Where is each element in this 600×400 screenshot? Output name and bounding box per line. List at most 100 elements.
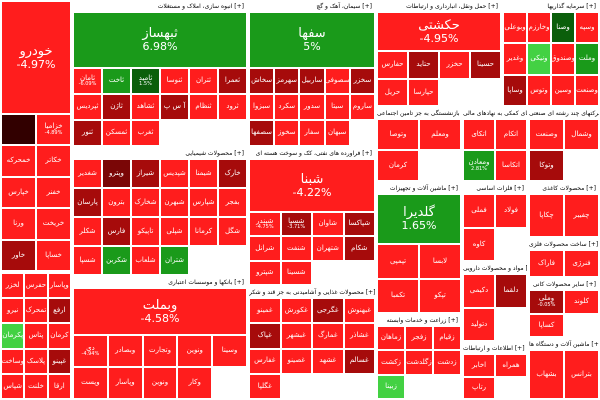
stock-tile[interactable]: تمحرک xyxy=(24,298,48,324)
stock-tile[interactable]: شبنا -4.22% xyxy=(249,159,375,212)
stock-tile[interactable]: ثبهساز 6.98% xyxy=(73,12,247,68)
stock-tile[interactable]: غشاذر xyxy=(343,323,375,349)
stock-tile[interactable]: خزامیا -4.89% xyxy=(36,114,71,146)
stock-tile[interactable]: وسپه xyxy=(575,12,599,44)
stock-tile[interactable]: وصندوق xyxy=(551,43,575,75)
stock-tile[interactable]: بشهاب xyxy=(529,350,564,399)
stock-tile[interactable]: شاوان xyxy=(312,212,344,237)
stock-tile[interactable]: زفجر xyxy=(405,326,433,351)
stock-tile[interactable]: بفجر xyxy=(218,188,247,217)
sector-title[interactable]: فراورده های نفتی، کک و سوخت هسته ای [+] xyxy=(249,148,375,159)
stock-tile[interactable]: لخزر xyxy=(1,273,25,299)
stock-tile[interactable]: وکار xyxy=(177,367,213,399)
stock-tile[interactable]: حفارس xyxy=(377,51,408,79)
stock-tile[interactable]: خودرو -4.97% xyxy=(1,1,71,114)
stock-tile[interactable]: حپارسا xyxy=(408,78,439,106)
stock-tile[interactable]: وساپا xyxy=(503,74,527,106)
stock-tile[interactable]: غصینو xyxy=(280,348,312,374)
stock-tile[interactable]: ثغرب xyxy=(131,120,160,146)
stock-tile[interactable]: زگلدشت xyxy=(405,350,433,375)
stock-tile[interactable]: پارسان xyxy=(73,188,102,217)
sector-title[interactable]: ساخت محصولات فلزی [+] xyxy=(529,239,599,250)
stock-tile[interactable]: ساروم xyxy=(349,94,375,120)
stock-tile[interactable]: ثعمرا xyxy=(218,68,247,94)
stock-tile[interactable]: ونوین xyxy=(142,367,178,399)
stock-tile[interactable]: تاپیکو xyxy=(131,217,160,246)
stock-tile[interactable]: وبوعلی xyxy=(503,12,527,44)
stock-tile[interactable]: سدور xyxy=(299,94,325,120)
stock-tile[interactable]: ثاژن xyxy=(102,94,131,120)
stock-tile[interactable]: وخارزم xyxy=(527,12,551,44)
stock-tile[interactable]: شلعاب xyxy=(131,246,160,275)
stock-tile[interactable]: خمحرکه xyxy=(1,145,36,177)
stock-tile[interactable]: لابسا xyxy=(419,244,461,279)
stock-tile[interactable]: سهرمز xyxy=(274,68,300,94)
stock-tile[interactable]: زدشت xyxy=(433,350,461,375)
stock-tile[interactable]: پلاسک xyxy=(24,348,48,374)
stock-tile[interactable]: سبهان xyxy=(324,120,350,146)
stock-tile[interactable]: دکیمی xyxy=(463,274,495,308)
stock-tile[interactable]: گلدیرا 1.65% xyxy=(377,194,461,244)
stock-tile[interactable]: فاراک xyxy=(529,250,564,277)
stock-tile[interactable]: وتوصا xyxy=(377,119,419,150)
stock-tile[interactable]: ثنور xyxy=(73,120,102,146)
sector-title[interactable]: حمل ونقل، انبارداری و ارتباطات [+] xyxy=(377,1,501,12)
stock-tile[interactable]: اتکام xyxy=(495,119,527,150)
stock-tile[interactable]: فولاد xyxy=(495,194,527,228)
stock-tile[interactable]: چفیبر xyxy=(564,194,599,237)
stock-tile[interactable]: زکشت xyxy=(377,350,405,375)
stock-tile[interactable]: سخوز xyxy=(274,120,300,146)
stock-tile[interactable]: کرمانا xyxy=(189,217,218,246)
stock-tile[interactable]: سیتا xyxy=(324,94,350,120)
stock-tile[interactable]: شیمنا xyxy=(189,159,218,188)
stock-tile[interactable]: تکمبا xyxy=(377,278,419,313)
stock-tile[interactable]: بترون xyxy=(102,188,131,217)
stock-tile[interactable]: وصنا xyxy=(551,12,575,44)
stock-tile[interactable]: غبهنوش xyxy=(343,298,375,324)
stock-tile[interactable]: ثنظام xyxy=(189,94,218,120)
stock-tile[interactable]: غکورش xyxy=(280,298,312,324)
stock-tile[interactable]: ثپردیس xyxy=(73,94,102,120)
sector-title[interactable]: محصولات کاغذی [+] xyxy=(529,183,599,194)
stock-tile[interactable]: شغدیر xyxy=(73,159,102,188)
sector-title[interactable]: زراعت و خدمات وابسته [+] xyxy=(377,315,461,326)
stock-tile[interactable]: وپست xyxy=(73,367,108,399)
stock-tile[interactable]: ومعادن 2.81% xyxy=(463,150,495,181)
stock-tile[interactable]: فملی xyxy=(463,194,495,228)
stock-tile[interactable]: وسینا xyxy=(212,335,247,367)
stock-tile[interactable]: ارقا xyxy=(47,373,71,399)
stock-tile[interactable]: رتاپ xyxy=(463,376,495,399)
stock-tile[interactable]: شنفت xyxy=(280,236,312,261)
stock-tile[interactable]: ثاخت xyxy=(102,68,131,94)
stock-tile[interactable]: وصنعت xyxy=(575,74,599,106)
stock-tile[interactable]: حخزر xyxy=(439,51,470,79)
stock-tile[interactable]: اخابر xyxy=(463,354,495,377)
stock-tile[interactable]: خساپا xyxy=(36,239,71,271)
stock-tile[interactable]: ثمسکن xyxy=(102,120,131,146)
stock-tile[interactable]: ارفع xyxy=(47,298,71,324)
stock-tile[interactable]: ثشاهد xyxy=(131,94,160,120)
sector-title[interactable]: مواد و محصولات دارویی [+] xyxy=(463,263,527,274)
sector-title[interactable]: سیمان، آهک و گچ [+] xyxy=(249,1,375,12)
stock-tile[interactable]: پتاس xyxy=(24,323,48,349)
sector-title[interactable]: سایر محصولات کانی [+] xyxy=(529,279,599,290)
stock-tile[interactable]: ثامان -6.09% xyxy=(73,68,102,94)
stock-tile[interactable]: شپاکسا xyxy=(343,212,375,237)
stock-tile[interactable]: فارس xyxy=(102,217,131,246)
stock-tile[interactable]: شتران xyxy=(160,246,189,275)
sector-title[interactable]: فعالیتهای کمکی به نهادهای مالی [+] xyxy=(463,108,527,119)
sector-title[interactable]: محصولات شیمیایی [+] xyxy=(73,148,247,159)
stock-tile[interactable]: آ س پ xyxy=(160,94,189,120)
stock-tile[interactable]: نیرو xyxy=(1,298,25,324)
stock-tile[interactable]: چکاپا xyxy=(529,194,564,237)
stock-tile[interactable]: غمارگ xyxy=(312,323,344,349)
stock-tile[interactable]: حکشتی -4.95% xyxy=(377,12,501,51)
stock-tile[interactable]: وپاسار xyxy=(107,367,143,399)
stock-tile[interactable]: ساربیل xyxy=(299,68,325,94)
sector-title[interactable]: ماشین آلات و دستگاه ها [+] xyxy=(529,339,599,350)
stock-tile[interactable]: کاوه xyxy=(463,227,495,261)
stock-tile[interactable]: کساپا xyxy=(529,313,564,337)
stock-tile[interactable]: وبصادر xyxy=(107,335,143,367)
stock-tile[interactable]: دتولید xyxy=(463,307,495,341)
stock-tile[interactable]: سخزر xyxy=(349,68,375,94)
